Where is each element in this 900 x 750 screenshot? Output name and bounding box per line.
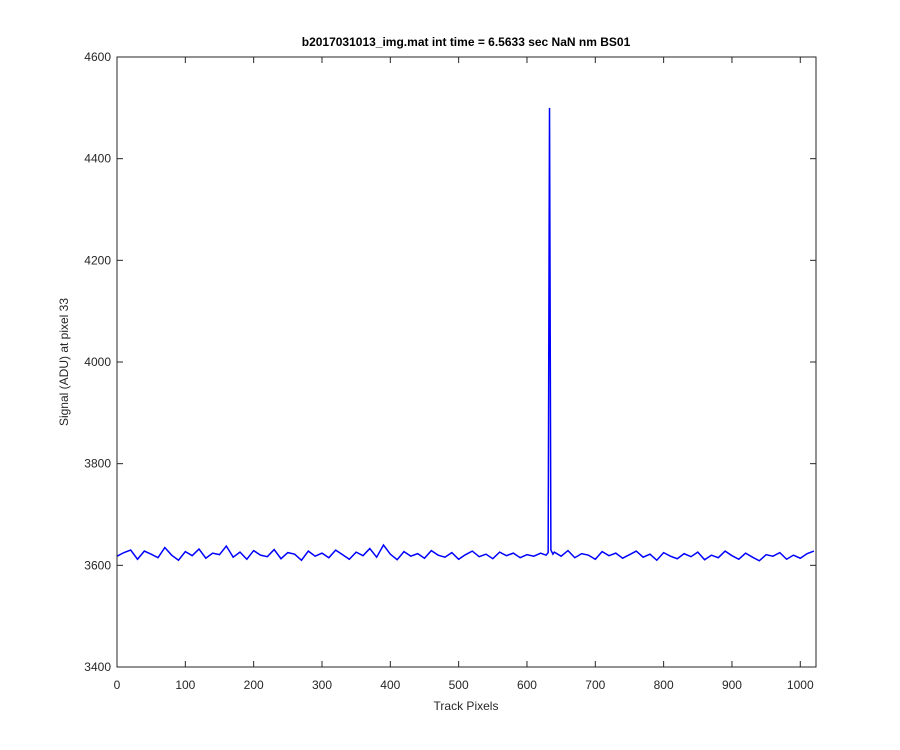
y-tick-label: 4000 <box>84 355 111 369</box>
y-tick-label: 3400 <box>84 660 111 674</box>
x-tick-label: 200 <box>244 678 264 692</box>
y-tick-label: 4600 <box>84 50 111 64</box>
plot-area <box>117 57 816 667</box>
y-tick-label: 3600 <box>84 558 111 572</box>
x-tick-label: 700 <box>585 678 605 692</box>
chart-title: b2017031013_img.mat int time = 6.5633 se… <box>302 35 631 49</box>
x-tick-label: 800 <box>654 678 674 692</box>
x-tick-label: 900 <box>722 678 742 692</box>
x-tick-label: 400 <box>380 678 400 692</box>
x-axis-label: Track Pixels <box>434 699 499 713</box>
x-tick-label: 100 <box>175 678 195 692</box>
x-tick-label: 600 <box>517 678 537 692</box>
x-tick-label: 0 <box>114 678 121 692</box>
y-tick-label: 4200 <box>84 253 111 267</box>
axes-box <box>116 56 817 668</box>
x-tick-label: 500 <box>449 678 469 692</box>
y-tick-label: 3800 <box>84 457 111 471</box>
y-axis-label: Signal (ADU) at pixel 33 <box>57 298 71 426</box>
x-tick-label: 300 <box>312 678 332 692</box>
x-tick-label: 1000 <box>787 678 814 692</box>
data-line <box>116 107 815 562</box>
y-tick-label: 4400 <box>84 152 111 166</box>
